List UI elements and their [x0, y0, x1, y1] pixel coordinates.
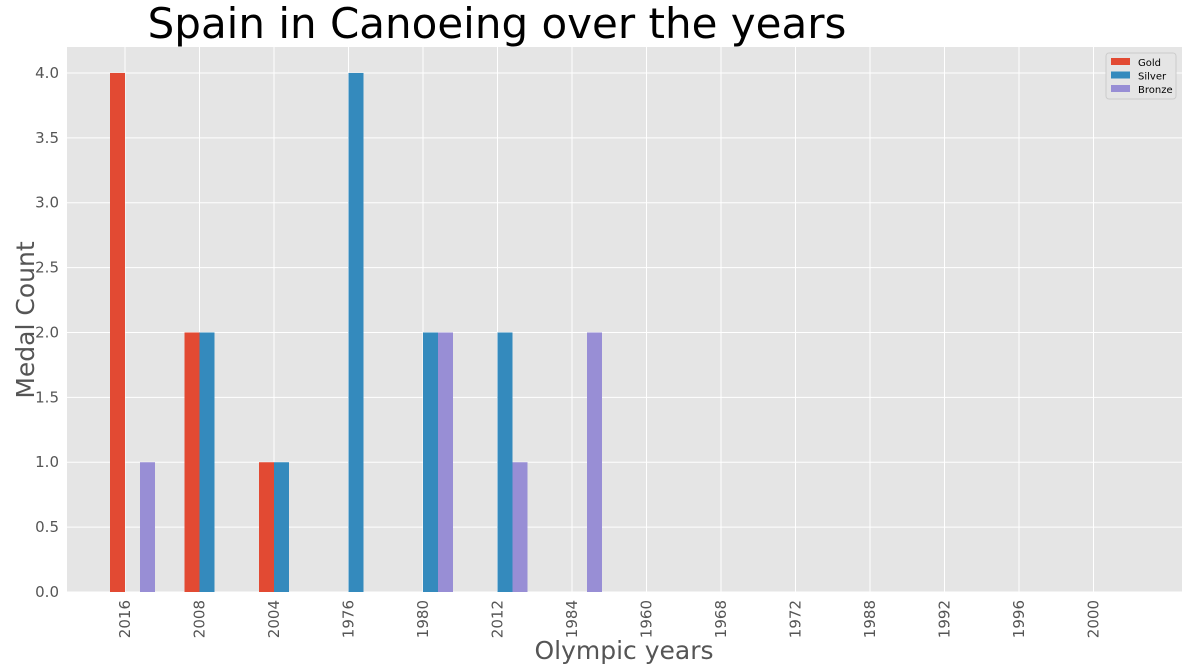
bar-silver-1976 — [348, 72, 364, 592]
bar-gold-2016 — [110, 72, 125, 592]
y-tick-label: 2.5 — [35, 259, 59, 277]
x-tick-label: 1972 — [787, 600, 805, 638]
y-axis-label: Medal Count — [11, 241, 40, 398]
bar-gold-2004 — [259, 462, 274, 592]
x-tick-label: 2004 — [265, 600, 283, 638]
x-tick-label: 2016 — [116, 600, 134, 638]
bars — [110, 72, 602, 592]
y-tick-label: 0.0 — [35, 583, 59, 601]
bar-bronze-1984 — [587, 332, 602, 592]
x-tick-label: 1984 — [563, 600, 581, 638]
y-tick-label: 3.0 — [35, 194, 59, 212]
x-axis-label: Olympic years — [534, 636, 713, 665]
x-axis: 2016 2008 2004 1976 1980 2012 1984 1960 1968 1972… — [116, 600, 1103, 638]
y-tick-label: 0.5 — [35, 518, 59, 536]
x-tick-label: 1996 — [1010, 600, 1028, 638]
y-tick-label: 4.0 — [35, 64, 59, 82]
x-tick-label: 1980 — [414, 600, 432, 638]
bar-bronze-2016 — [140, 462, 155, 592]
y-tick-label: 2.0 — [35, 323, 59, 341]
bar-bronze-1980 — [438, 332, 453, 592]
bar-silver-2012 — [497, 332, 513, 592]
chart-title: Spain in Canoeing over the years — [148, 0, 847, 48]
legend-label-gold: Gold — [1138, 58, 1161, 69]
legend-label-bronze: Bronze — [1138, 85, 1173, 96]
legend-swatch-gold — [1111, 58, 1130, 65]
plot-background — [67, 47, 1182, 592]
legend-swatch-silver — [1111, 71, 1130, 79]
x-tick-label: 2000 — [1085, 600, 1103, 638]
x-tick-label: 1968 — [712, 600, 730, 638]
bar-silver-2008 — [199, 332, 215, 592]
legend-swatch-bronze — [1111, 85, 1130, 92]
y-tick-label: 1.0 — [35, 453, 59, 471]
y-axis: 0.0 0.5 1.0 1.5 2.0 2.5 3.0 3.5 4.0 — [35, 64, 59, 601]
legend: Gold Silver Bronze — [1105, 52, 1177, 100]
x-tick-label: 1988 — [861, 600, 879, 638]
x-tick-label: 2008 — [191, 600, 209, 638]
bar-silver-1980 — [423, 332, 438, 592]
x-tick-label: 1976 — [340, 600, 358, 638]
bar-gold-2008 — [184, 332, 200, 592]
bar-silver-2004 — [274, 462, 289, 592]
bar-bronze-2012 — [512, 462, 528, 592]
x-tick-label: 2012 — [489, 600, 507, 638]
x-tick-label: 1960 — [638, 600, 656, 638]
x-tick-label: 1992 — [936, 600, 954, 638]
y-tick-label: 3.5 — [35, 129, 59, 147]
legend-label-silver: Silver — [1138, 72, 1167, 83]
y-tick-label: 1.5 — [35, 388, 59, 406]
